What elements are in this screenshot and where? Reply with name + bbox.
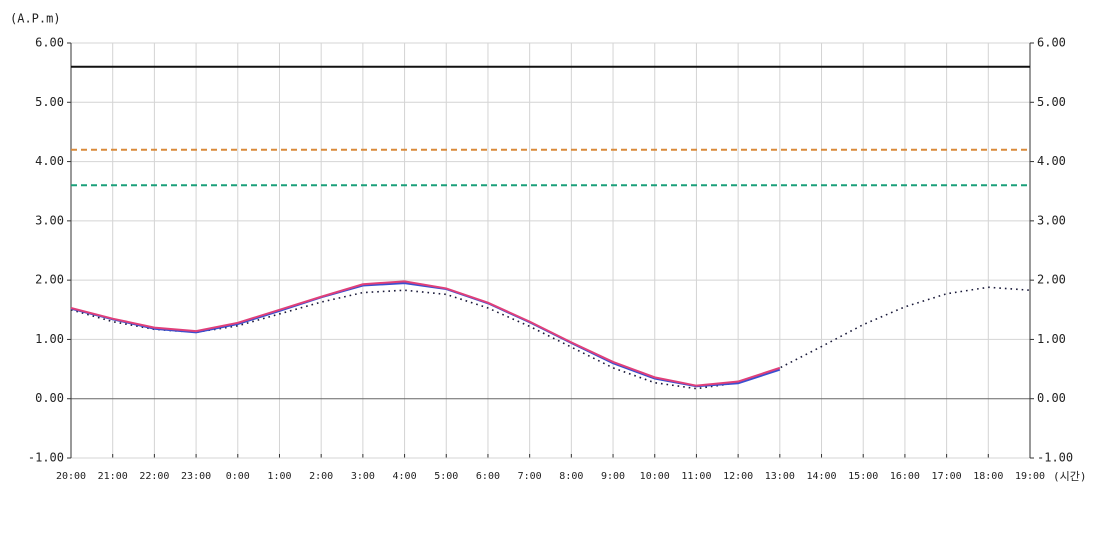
y-tick-label: 1.00 bbox=[35, 332, 64, 346]
y-tick-label: 3.00 bbox=[35, 213, 64, 227]
y2-tick-label: 1.00 bbox=[1037, 332, 1066, 346]
x-tick-label: 19:00 bbox=[1015, 471, 1045, 482]
x-tick-label: 0:00 bbox=[226, 471, 250, 482]
y2-tick-label: 5.00 bbox=[1037, 95, 1066, 109]
y-tick-label: -1.00 bbox=[28, 451, 64, 465]
y2-tick-label: 2.00 bbox=[1037, 273, 1066, 287]
x-tick-label: 11:00 bbox=[681, 471, 711, 482]
x-tick-label: 16:00 bbox=[890, 471, 920, 482]
x-tick-label: 13:00 bbox=[765, 471, 795, 482]
y-tick-label: 0.00 bbox=[35, 391, 64, 405]
x-tick-label: 17:00 bbox=[932, 471, 962, 482]
x-tick-label: 18:00 bbox=[973, 471, 1003, 482]
x-tick-label: 8:00 bbox=[559, 471, 583, 482]
x-tick-label: 20:00 bbox=[56, 471, 86, 482]
y-tick-label: 2.00 bbox=[35, 273, 64, 287]
series-line bbox=[70, 286, 1031, 390]
x-tick-label: 5:00 bbox=[434, 471, 458, 482]
y2-tick-label: 0.00 bbox=[1037, 391, 1066, 405]
y2-tick-label: 3.00 bbox=[1037, 213, 1066, 227]
x-tick-label: 12:00 bbox=[723, 471, 753, 482]
y-tick-label: 6.00 bbox=[35, 36, 64, 50]
series-line bbox=[70, 280, 781, 387]
x-tick-label: 7:00 bbox=[518, 471, 542, 482]
x-tick-label: 1:00 bbox=[267, 471, 291, 482]
x-axis-label: (시간) bbox=[1053, 470, 1087, 483]
y-tick-label: 4.00 bbox=[35, 154, 64, 168]
y2-tick-label: -1.00 bbox=[1037, 451, 1073, 465]
x-tick-label: 14:00 bbox=[806, 471, 836, 482]
x-tick-label: 2:00 bbox=[309, 471, 333, 482]
x-tick-label: 3:00 bbox=[351, 471, 375, 482]
y-axis-label: (A.P.m) bbox=[10, 12, 61, 26]
y2-tick-label: 6.00 bbox=[1037, 36, 1066, 50]
x-tick-label: 10:00 bbox=[640, 471, 670, 482]
x-tick-label: 21:00 bbox=[98, 471, 128, 482]
series-line bbox=[70, 282, 781, 388]
y-tick-label: 5.00 bbox=[35, 95, 64, 109]
x-tick-label: 23:00 bbox=[181, 471, 211, 482]
x-tick-label: 4:00 bbox=[393, 471, 417, 482]
x-tick-label: 9:00 bbox=[601, 471, 625, 482]
x-tick-label: 22:00 bbox=[139, 471, 169, 482]
x-tick-label: 15:00 bbox=[848, 471, 878, 482]
x-tick-label: 6:00 bbox=[476, 471, 500, 482]
y2-tick-label: 4.00 bbox=[1037, 154, 1066, 168]
